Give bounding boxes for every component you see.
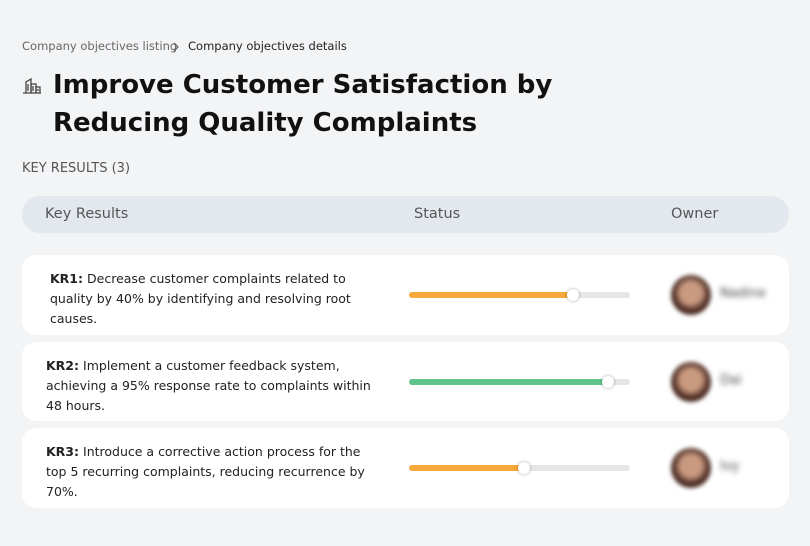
owner-avatar	[671, 361, 711, 402]
progress-fill	[409, 465, 524, 471]
header-cell: Status	[414, 206, 461, 222]
key-result-id: KR3:	[46, 444, 80, 459]
key-result-id: KR1:	[50, 271, 84, 286]
key-result-description: Introduce a corrective action process fo…	[46, 444, 365, 499]
key-result-text: KR2: Implement a customer feedback system…	[46, 356, 376, 416]
key-result-text: KR3: Introduce a corrective action proces…	[46, 442, 376, 502]
breadcrumb-link[interactable]: Company objectives listing	[22, 39, 178, 53]
section-label: KEY RESULTS (3)	[22, 161, 131, 176]
breadcrumb-chevron	[173, 42, 179, 52]
progress-fill	[409, 292, 573, 298]
header-cell: Key Results	[45, 206, 129, 222]
owner-avatar	[671, 275, 711, 315]
owner-avatar	[671, 448, 711, 488]
key-result-description: Implement a customer feedback system, ac…	[46, 358, 371, 413]
progress-knob	[517, 462, 530, 474]
building-icon	[23, 77, 41, 94]
objective-title: Improve Customer Satisfaction by Reducin…	[53, 70, 553, 138]
owner-name: Ivy	[720, 459, 740, 474]
progress-track	[409, 462, 630, 474]
key-result-row[interactable]: KR1: Decrease customer complaints related…	[22, 255, 789, 335]
header-cell: Owner	[671, 206, 719, 222]
key-result-id: KR2:	[46, 358, 80, 373]
progress-track	[409, 375, 630, 388]
owner-name: Nadine	[720, 286, 766, 301]
progress-knob	[566, 289, 579, 301]
key-result-description: Decrease customer complaints related to …	[50, 271, 351, 326]
owner-name: Dai	[720, 372, 742, 388]
table-header: Key Results Status Owner	[22, 196, 789, 233]
key-result-row[interactable]: KR2: Implement a customer feedback system…	[22, 342, 789, 421]
progress-fill	[409, 378, 608, 385]
key-result-row[interactable]: KR3: Introduce a corrective action proces…	[22, 428, 789, 508]
progress-track	[409, 289, 630, 301]
key-result-text: KR1: Decrease customer complaints related…	[50, 269, 380, 329]
breadcrumb-current: Company objectives details	[188, 39, 347, 53]
progress-knob	[601, 375, 614, 388]
